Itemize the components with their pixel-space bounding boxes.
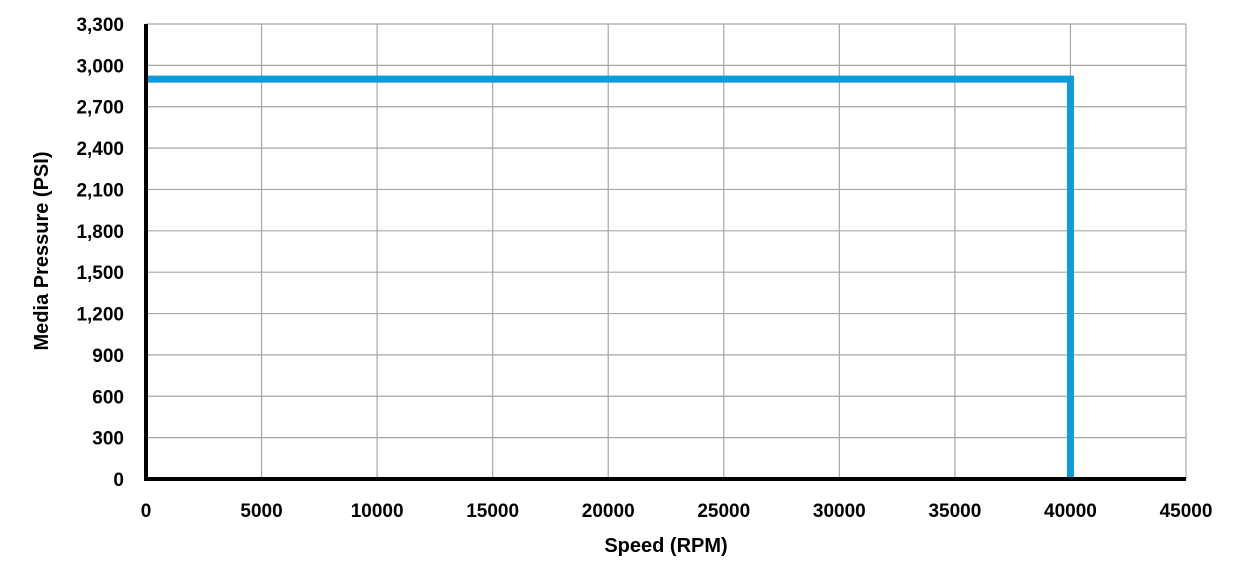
series-layer bbox=[146, 75, 1074, 479]
tick-labels: 0 5000 10000 15000 20000 25000 30000 35000 40000… bbox=[76, 15, 1212, 522]
y-tick-label-6: 1,800 bbox=[76, 222, 124, 243]
x-tick-label-7: 35000 bbox=[928, 501, 981, 522]
x-tick-label-5: 25000 bbox=[697, 501, 750, 522]
y-axis-title: Media Pressure (PSI) bbox=[31, 152, 53, 351]
y-tick-label-5: 1,500 bbox=[76, 263, 124, 284]
y-tick-label-4: 1,200 bbox=[76, 305, 124, 326]
x-tick-label-4: 20000 bbox=[582, 501, 635, 522]
grid bbox=[146, 23, 1187, 479]
axes bbox=[144, 24, 1186, 481]
x-tick-label-1: 5000 bbox=[240, 501, 282, 522]
x-tick-label-9: 45000 bbox=[1160, 501, 1213, 522]
y-tick-label-1: 300 bbox=[92, 429, 124, 450]
y-tick-label-2: 600 bbox=[92, 387, 124, 408]
x-tick-label-8: 40000 bbox=[1044, 501, 1097, 522]
y-tick-label-0: 0 bbox=[113, 470, 124, 491]
x-tick-label-6: 30000 bbox=[813, 501, 866, 522]
y-tick-label-9: 2,700 bbox=[76, 98, 124, 119]
x-tick-label-3: 15000 bbox=[466, 501, 519, 522]
y-tick-label-8: 2,400 bbox=[76, 139, 124, 160]
y-tick-label-3: 900 bbox=[92, 346, 124, 367]
y-tick-label-10: 3,000 bbox=[76, 56, 124, 77]
series-line-0 bbox=[146, 75, 1074, 479]
x-axis-title: Speed (RPM) bbox=[604, 535, 727, 557]
x-tick-label-0: 0 bbox=[141, 501, 152, 522]
y-tick-label-7: 2,100 bbox=[76, 180, 124, 201]
y-tick-label-11: 3,300 bbox=[76, 15, 124, 36]
x-tick-label-2: 10000 bbox=[351, 501, 404, 522]
